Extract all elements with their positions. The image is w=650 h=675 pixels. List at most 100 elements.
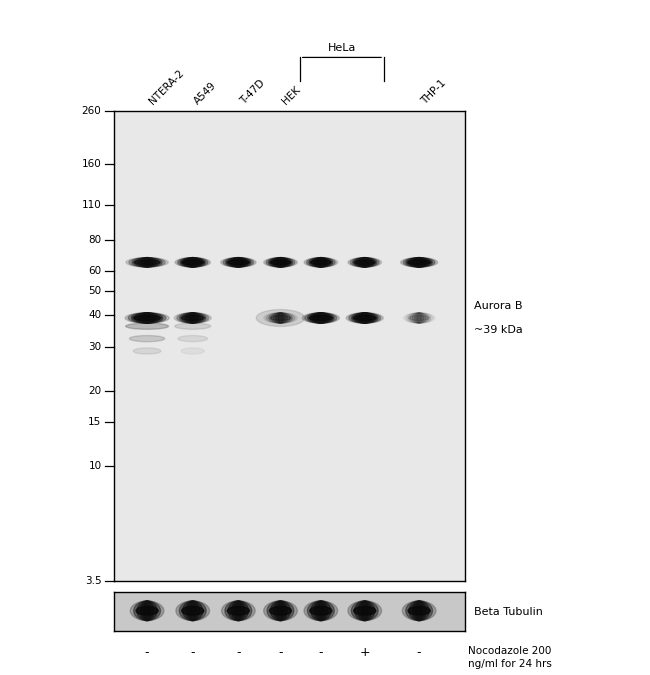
Ellipse shape <box>346 313 384 323</box>
Ellipse shape <box>131 313 163 323</box>
Ellipse shape <box>228 601 248 620</box>
Ellipse shape <box>402 601 436 620</box>
Text: -: - <box>318 646 323 659</box>
Ellipse shape <box>129 335 164 342</box>
Ellipse shape <box>351 601 378 620</box>
Ellipse shape <box>317 601 324 620</box>
Ellipse shape <box>181 260 204 265</box>
Ellipse shape <box>414 258 424 267</box>
Ellipse shape <box>311 258 330 267</box>
Ellipse shape <box>305 313 337 323</box>
Ellipse shape <box>409 601 429 620</box>
Ellipse shape <box>315 313 326 323</box>
Ellipse shape <box>408 260 431 265</box>
Ellipse shape <box>416 601 422 620</box>
Ellipse shape <box>179 601 206 620</box>
Text: ~39 kDa: ~39 kDa <box>473 325 523 335</box>
Ellipse shape <box>129 258 165 267</box>
Ellipse shape <box>358 601 371 620</box>
Ellipse shape <box>278 313 283 323</box>
Ellipse shape <box>181 606 204 615</box>
Ellipse shape <box>302 313 339 323</box>
Ellipse shape <box>175 323 211 329</box>
Ellipse shape <box>190 313 196 323</box>
Ellipse shape <box>144 601 150 620</box>
Ellipse shape <box>268 313 292 323</box>
Ellipse shape <box>271 258 290 267</box>
Ellipse shape <box>318 258 323 267</box>
Ellipse shape <box>185 258 200 267</box>
Ellipse shape <box>135 258 159 267</box>
Ellipse shape <box>182 313 203 323</box>
Text: -: - <box>278 646 283 659</box>
Ellipse shape <box>304 601 337 620</box>
Text: Aurora B: Aurora B <box>473 301 522 311</box>
Ellipse shape <box>310 260 332 265</box>
Ellipse shape <box>264 258 297 267</box>
Ellipse shape <box>270 260 291 265</box>
Ellipse shape <box>309 315 333 321</box>
Ellipse shape <box>354 606 376 615</box>
Text: 80: 80 <box>88 235 101 245</box>
Ellipse shape <box>134 601 161 620</box>
Ellipse shape <box>134 260 161 265</box>
Ellipse shape <box>406 601 433 620</box>
Ellipse shape <box>417 258 422 267</box>
Ellipse shape <box>411 258 427 267</box>
Text: -: - <box>190 646 195 659</box>
Text: -: - <box>145 646 150 659</box>
Ellipse shape <box>223 258 254 267</box>
Ellipse shape <box>412 313 426 323</box>
Ellipse shape <box>408 313 430 323</box>
Ellipse shape <box>266 258 295 267</box>
Text: 30: 30 <box>88 342 101 352</box>
Ellipse shape <box>359 313 370 323</box>
Ellipse shape <box>175 258 211 267</box>
Ellipse shape <box>183 258 203 267</box>
Ellipse shape <box>125 323 168 329</box>
Ellipse shape <box>273 258 288 267</box>
Text: HeLa: HeLa <box>328 43 356 53</box>
Ellipse shape <box>233 258 243 267</box>
Ellipse shape <box>130 601 164 620</box>
Text: 50: 50 <box>88 286 101 296</box>
Ellipse shape <box>309 258 333 267</box>
Ellipse shape <box>353 315 376 321</box>
Ellipse shape <box>310 606 332 615</box>
Ellipse shape <box>136 606 158 615</box>
Ellipse shape <box>358 258 372 267</box>
Ellipse shape <box>178 335 207 342</box>
Ellipse shape <box>222 601 255 620</box>
Text: 160: 160 <box>82 159 101 169</box>
Ellipse shape <box>188 258 198 267</box>
Ellipse shape <box>406 258 432 267</box>
Ellipse shape <box>269 606 292 615</box>
Ellipse shape <box>264 313 297 323</box>
Ellipse shape <box>273 313 288 323</box>
Ellipse shape <box>316 258 326 267</box>
Ellipse shape <box>235 601 242 620</box>
Ellipse shape <box>318 313 324 323</box>
Ellipse shape <box>353 258 377 267</box>
Ellipse shape <box>187 313 198 323</box>
Ellipse shape <box>360 258 369 267</box>
Ellipse shape <box>189 601 196 620</box>
Ellipse shape <box>311 601 331 620</box>
Ellipse shape <box>128 313 166 323</box>
Ellipse shape <box>226 258 251 267</box>
Ellipse shape <box>410 313 428 323</box>
Text: 20: 20 <box>88 385 101 396</box>
Text: 3.5: 3.5 <box>85 576 101 585</box>
Ellipse shape <box>181 315 204 321</box>
Ellipse shape <box>408 606 430 615</box>
Ellipse shape <box>362 313 367 323</box>
Text: NTERA-2: NTERA-2 <box>147 68 186 107</box>
Ellipse shape <box>403 258 435 267</box>
Ellipse shape <box>357 313 372 323</box>
Ellipse shape <box>276 258 285 267</box>
Ellipse shape <box>177 313 209 323</box>
Ellipse shape <box>361 601 368 620</box>
Ellipse shape <box>313 313 329 323</box>
Ellipse shape <box>352 313 378 323</box>
Text: -: - <box>236 646 240 659</box>
